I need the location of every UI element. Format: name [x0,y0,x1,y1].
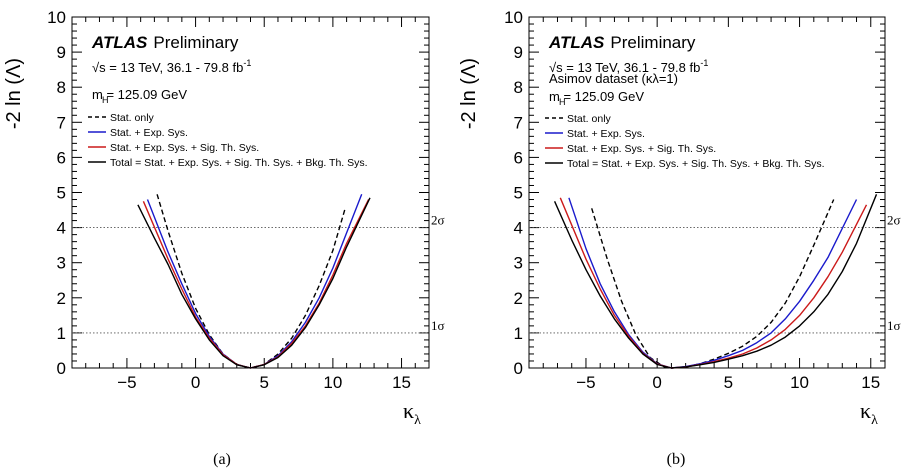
legend-label: Stat. + Exp. Sys. + Sig. Th. Sys. [110,142,259,154]
y-tick-label: 4 [57,219,66,238]
y-tick-label: 10 [504,8,523,27]
x-tick-label: 15 [392,373,411,392]
legend-label: Total = Stat. + Exp. Sys. + Sig. Th. Sys… [110,157,368,169]
sigma-label: 2σ [887,213,901,228]
legend-label: Stat. only [567,113,612,125]
higgs-mass-label: m = 125.09 GeVH [92,87,187,105]
y-tick-label: 6 [57,148,66,167]
y-tick-label: 0 [514,359,523,378]
series-line-3 [553,194,878,369]
y-tick-label: 2 [514,289,523,308]
panel-label: (b) [667,451,686,468]
x-axis-label-sub: λ [414,413,421,428]
y-tick-label: 4 [514,219,523,238]
y-tick-label: 1 [514,324,523,343]
y-tick-label: 7 [514,113,523,132]
legend: Stat. only Stat. + Exp. Sys. Stat. + Exp. … [88,112,368,169]
atlas-experiment: ATLAS [548,33,605,52]
higgs-mass-sub: H [559,97,566,107]
y-tick-label: 0 [57,359,66,378]
x-axis-label-kappa: κ [403,398,414,423]
atlas-status: Preliminary [153,33,239,52]
atlas-status: Preliminary [610,33,696,52]
legend-label: Total = Stat. + Exp. Sys. + Sig. Th. Sys… [567,158,825,170]
y-tick-label: 9 [57,43,66,62]
x-axis-label: κλ [860,398,878,428]
x-axis-label-kappa: κ [860,398,871,423]
series-line-2 [559,197,868,369]
higgs-mass-text: m = 125.09 GeV [549,89,644,104]
energy-lumi-label: √s = 13 TeV, 36.1 - 79.8 fb-1 [549,58,708,75]
x-axis-label: κλ [403,398,421,428]
legend-label: Stat. + Exp. Sys. + Sig. Th. Sys. [567,143,716,155]
asimov-label: Asimov dataset (κλ=1) [549,71,678,86]
panel-label: (a) [213,451,231,468]
x-axis-label-sub: λ [871,413,878,428]
y-tick-label: 5 [57,184,66,203]
higgs-mass-text: m = 125.09 GeV [92,87,187,102]
sigma-label: 2σ [431,213,445,228]
panel-a: 0 1 2 3 4 5 6 7 8 9 10 −5 0 5 10 15 1σ 2σ -2 ln (Λ) κλ (a) AT… [3,8,445,468]
legend: Stat. only Stat. + Exp. Sys. Stat. + Exp. … [545,113,825,170]
legend-label: Stat. + Exp. Sys. [110,127,188,139]
lumi-exponent: -1 [243,58,251,68]
x-tick-label: 10 [323,373,342,392]
x-tick-label: 0 [191,373,200,392]
y-tick-label: 6 [514,148,523,167]
y-tick-label: 5 [514,184,523,203]
sigma-label: 1σ [887,318,901,333]
y-axis-label: -2 ln (Λ) [458,58,480,129]
energy-lumi-text: √s = 13 TeV, 36.1 - 79.8 fb [549,60,700,75]
series-line-0 [591,199,835,369]
y-tick-label: 2 [57,289,66,308]
x-tick-label: 0 [652,373,661,392]
energy-lumi-text: √s = 13 TeV, 36.1 - 79.8 fb [92,60,243,75]
panel-b: 0 1 2 3 4 5 6 7 8 9 10 −5 0 5 10 15 1σ 2σ -2 ln (Λ) κλ (b) AT… [458,8,901,468]
series-line-0 [156,194,346,369]
higgs-mass-label: m = 125.09 GeVH [549,89,644,107]
x-tick-label: 5 [724,373,733,392]
series-line-3 [137,197,371,369]
y-tick-label: 10 [47,8,66,27]
y-tick-label: 9 [514,43,523,62]
x-tick-label: −5 [576,373,595,392]
lumi-exponent: -1 [700,58,708,68]
legend-label: Stat. only [110,112,155,124]
y-axis-label: -2 ln (Λ) [3,58,25,129]
higgs-mass-sub: H [102,95,109,105]
atlas-label: ATLAS Preliminary [548,33,696,52]
atlas-label: ATLAS Preliminary [91,33,239,52]
x-tick-label: 5 [259,373,268,392]
x-tick-label: 15 [861,373,880,392]
y-tick-label: 8 [57,78,66,97]
y-tick-label: 7 [57,113,66,132]
atlas-experiment: ATLAS [91,33,148,52]
x-tick-label: −5 [117,373,136,392]
series-line-1 [568,197,858,369]
x-tick-label: 10 [790,373,809,392]
y-tick-label: 1 [57,324,66,343]
y-tick-label: 8 [514,78,523,97]
y-tick-label: 3 [514,254,523,273]
legend-label: Stat. + Exp. Sys. [567,128,645,140]
sigma-label: 1σ [431,318,445,333]
y-tick-label: 3 [57,254,66,273]
energy-lumi-label: √s = 13 TeV, 36.1 - 79.8 fb-1 [92,58,251,75]
